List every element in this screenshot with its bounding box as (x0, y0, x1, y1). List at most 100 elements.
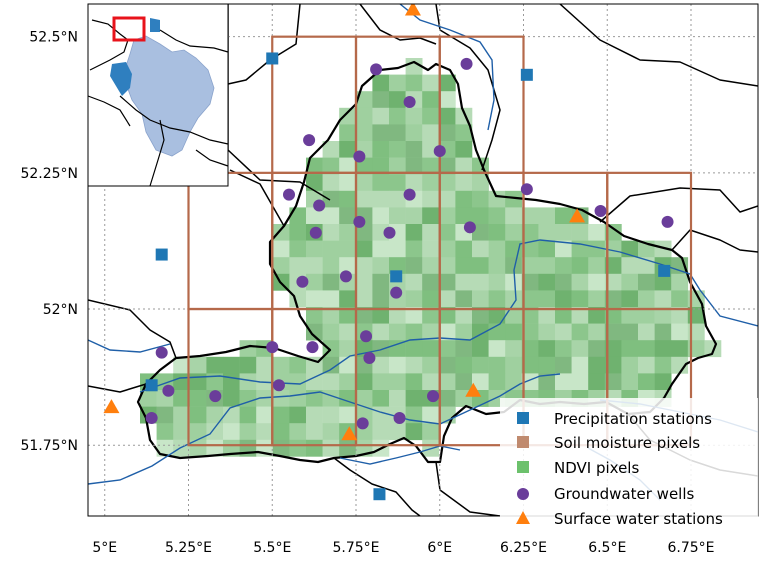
ndvi-pixel (405, 207, 423, 225)
ndvi-pixel (322, 224, 340, 241)
ndvi-pixel (654, 356, 672, 374)
ndvi-pixel (322, 190, 340, 208)
ndvi-pixel (521, 273, 539, 291)
ndvi-pixel (372, 257, 390, 275)
ndvi-pixel (322, 439, 340, 457)
ndvi-pixel (505, 190, 523, 208)
ndvi-pixel (339, 240, 357, 258)
ndvi-pixel (438, 373, 456, 391)
ndvi-pixel (538, 307, 556, 324)
ndvi-pixel (472, 240, 489, 258)
ndvi-pixel (455, 273, 473, 291)
ndvi-pixel (173, 423, 191, 441)
ndvi-pixel (472, 257, 489, 275)
ndvi-pixel (654, 323, 672, 341)
ndvi-pixel (206, 356, 224, 374)
ndvi-pixel (289, 356, 307, 374)
ndvi-pixel (671, 273, 689, 291)
ndvi-pixel (604, 323, 622, 341)
ndvi-pixel (521, 356, 539, 374)
ndvi-pixel (322, 240, 340, 258)
ndvi-pixel (306, 373, 323, 391)
ndvi-pixel (173, 356, 191, 374)
ndvi-pixel (322, 307, 340, 324)
ndvi-pixel (604, 340, 622, 358)
ndvi-pixel (389, 307, 406, 324)
ndvi-pixel (438, 91, 456, 109)
ndvi-pixel (604, 373, 622, 391)
ndvi-pixel (538, 240, 556, 258)
ndvi-pixel (405, 373, 423, 391)
ndvi-pixel (654, 340, 672, 358)
groundwater-well (356, 417, 369, 430)
ndvi-pixel (455, 290, 473, 308)
ndvi-pixel (621, 257, 639, 275)
ndvi-pixel (422, 257, 440, 275)
ndvi-pixel (472, 207, 489, 225)
ndvi-pixel (306, 323, 323, 341)
ndvi-pixel (422, 340, 440, 358)
ndvi-pixel (588, 307, 606, 324)
ndvi-pixel (571, 273, 589, 291)
ndvi-pixel (438, 356, 456, 374)
ndvi-pixel (405, 307, 423, 324)
ndvi-pixel (355, 290, 373, 308)
ndvi-pixel (372, 340, 390, 358)
ndvi-pixel (555, 356, 572, 374)
ndvi-pixel (389, 107, 406, 125)
ndvi-pixel (372, 373, 390, 391)
legend-marker-ndvi (517, 461, 529, 473)
ndvi-pixel (389, 356, 406, 374)
ndvi-pixel (339, 207, 357, 225)
ndvi-pixel (422, 307, 440, 324)
ndvi-pixel (588, 356, 606, 374)
ndvi-pixel (372, 124, 390, 142)
ndvi-pixel (405, 58, 423, 75)
ndvi-pixel (438, 273, 456, 291)
ndvi-pixel (621, 307, 639, 324)
ndvi-pixel (588, 257, 606, 275)
ndvi-pixel (272, 423, 290, 441)
ndvi-pixel (488, 190, 506, 208)
ndvi-pixel (438, 290, 456, 308)
ndvi-pixel (289, 207, 307, 225)
ndvi-pixel (272, 224, 290, 241)
groundwater-well (393, 411, 406, 424)
groundwater-well (155, 346, 168, 359)
ndvi-pixel (588, 240, 606, 258)
ndvi-pixel (538, 207, 556, 225)
ndvi-pixel (372, 423, 390, 441)
ndvi-pixel (571, 323, 589, 341)
ndvi-pixel (405, 157, 423, 175)
ndvi-pixel (472, 290, 489, 308)
ndvi-pixel (472, 190, 489, 208)
ndvi-pixel (488, 240, 506, 258)
ndvi-pixel (372, 390, 390, 407)
ndvi-pixel (455, 157, 473, 175)
ndvi-pixel (322, 356, 340, 374)
ndvi-pixel (671, 323, 689, 341)
ndvi-pixel (472, 356, 489, 374)
groundwater-well (266, 341, 279, 354)
x-tick-label: 5.5°E (253, 540, 291, 556)
ndvi-pixel (339, 373, 357, 391)
ndvi-pixel (272, 439, 290, 457)
ndvi-pixel (389, 124, 406, 142)
surface-water-stations-layer (103, 4, 586, 441)
ndvi-pixel (306, 207, 323, 225)
ndvi-pixel (306, 423, 323, 441)
ndvi-pixel (339, 406, 357, 424)
groundwater-well (360, 330, 373, 343)
ndvi-pixel (306, 273, 323, 291)
x-tick-label: 5°E (92, 540, 117, 556)
ndvi-pixel (505, 307, 523, 324)
ndvi-pixel (156, 423, 174, 441)
ndvi-pixel (505, 356, 523, 374)
ndvi-pixel (389, 423, 406, 441)
groundwater-well (383, 226, 396, 239)
ndvi-pixel (339, 323, 357, 341)
groundwater-well (209, 390, 222, 403)
legend-marker-soil (517, 436, 529, 448)
ndvi-pixel (638, 290, 655, 308)
soil-moisture-pixel (606, 171, 693, 311)
